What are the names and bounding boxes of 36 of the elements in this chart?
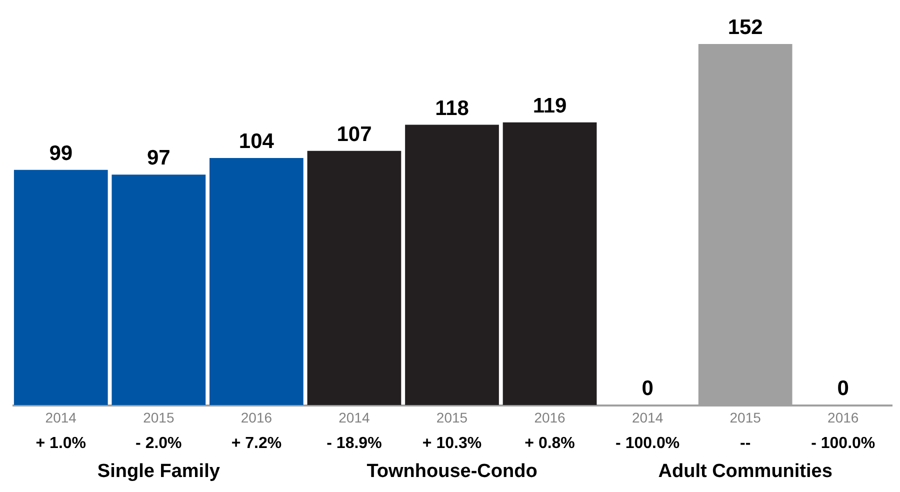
x-tick-label: 2016 xyxy=(828,410,859,426)
text: + 0.8% xyxy=(524,435,575,452)
text: - 100.0% xyxy=(811,435,876,452)
x-tick-label: 2016 xyxy=(534,410,566,426)
text: + 7.2% xyxy=(231,435,282,452)
x-tick-label: 2014 xyxy=(45,410,77,426)
x-tick-label: 2015 xyxy=(436,410,468,426)
data-label: 0 xyxy=(642,377,654,400)
text: - 18.9% xyxy=(326,435,382,452)
bar xyxy=(210,158,304,405)
data-label: 0 xyxy=(837,377,849,400)
text: -- xyxy=(740,435,751,452)
bar xyxy=(112,174,206,405)
text: Adult Communities xyxy=(658,461,832,482)
text: + 10.3% xyxy=(422,435,482,452)
x-tick-label: 2014 xyxy=(338,410,370,426)
data-label: 99 xyxy=(49,142,73,165)
data-label: 104 xyxy=(238,130,274,153)
data-label: 97 xyxy=(146,146,170,170)
text: - 2.0% xyxy=(136,435,182,452)
text: + 1.0% xyxy=(36,435,86,452)
data-label: 118 xyxy=(435,96,470,120)
text: Single Family xyxy=(97,461,220,482)
bar xyxy=(502,122,597,405)
data-label: 119 xyxy=(532,94,567,118)
x-tick-label: 2016 xyxy=(240,410,272,426)
text: - 100.0% xyxy=(616,435,680,452)
bar xyxy=(307,150,402,405)
data-label: 107 xyxy=(336,122,372,146)
bar xyxy=(405,124,499,405)
x-tick-label: 2015 xyxy=(143,410,174,426)
bar xyxy=(14,170,108,405)
text: Townhouse-Condo xyxy=(366,461,538,482)
x-tick-label: 2014 xyxy=(632,410,664,426)
data-label: 152 xyxy=(728,16,763,39)
x-tick-label: 2015 xyxy=(730,410,762,426)
